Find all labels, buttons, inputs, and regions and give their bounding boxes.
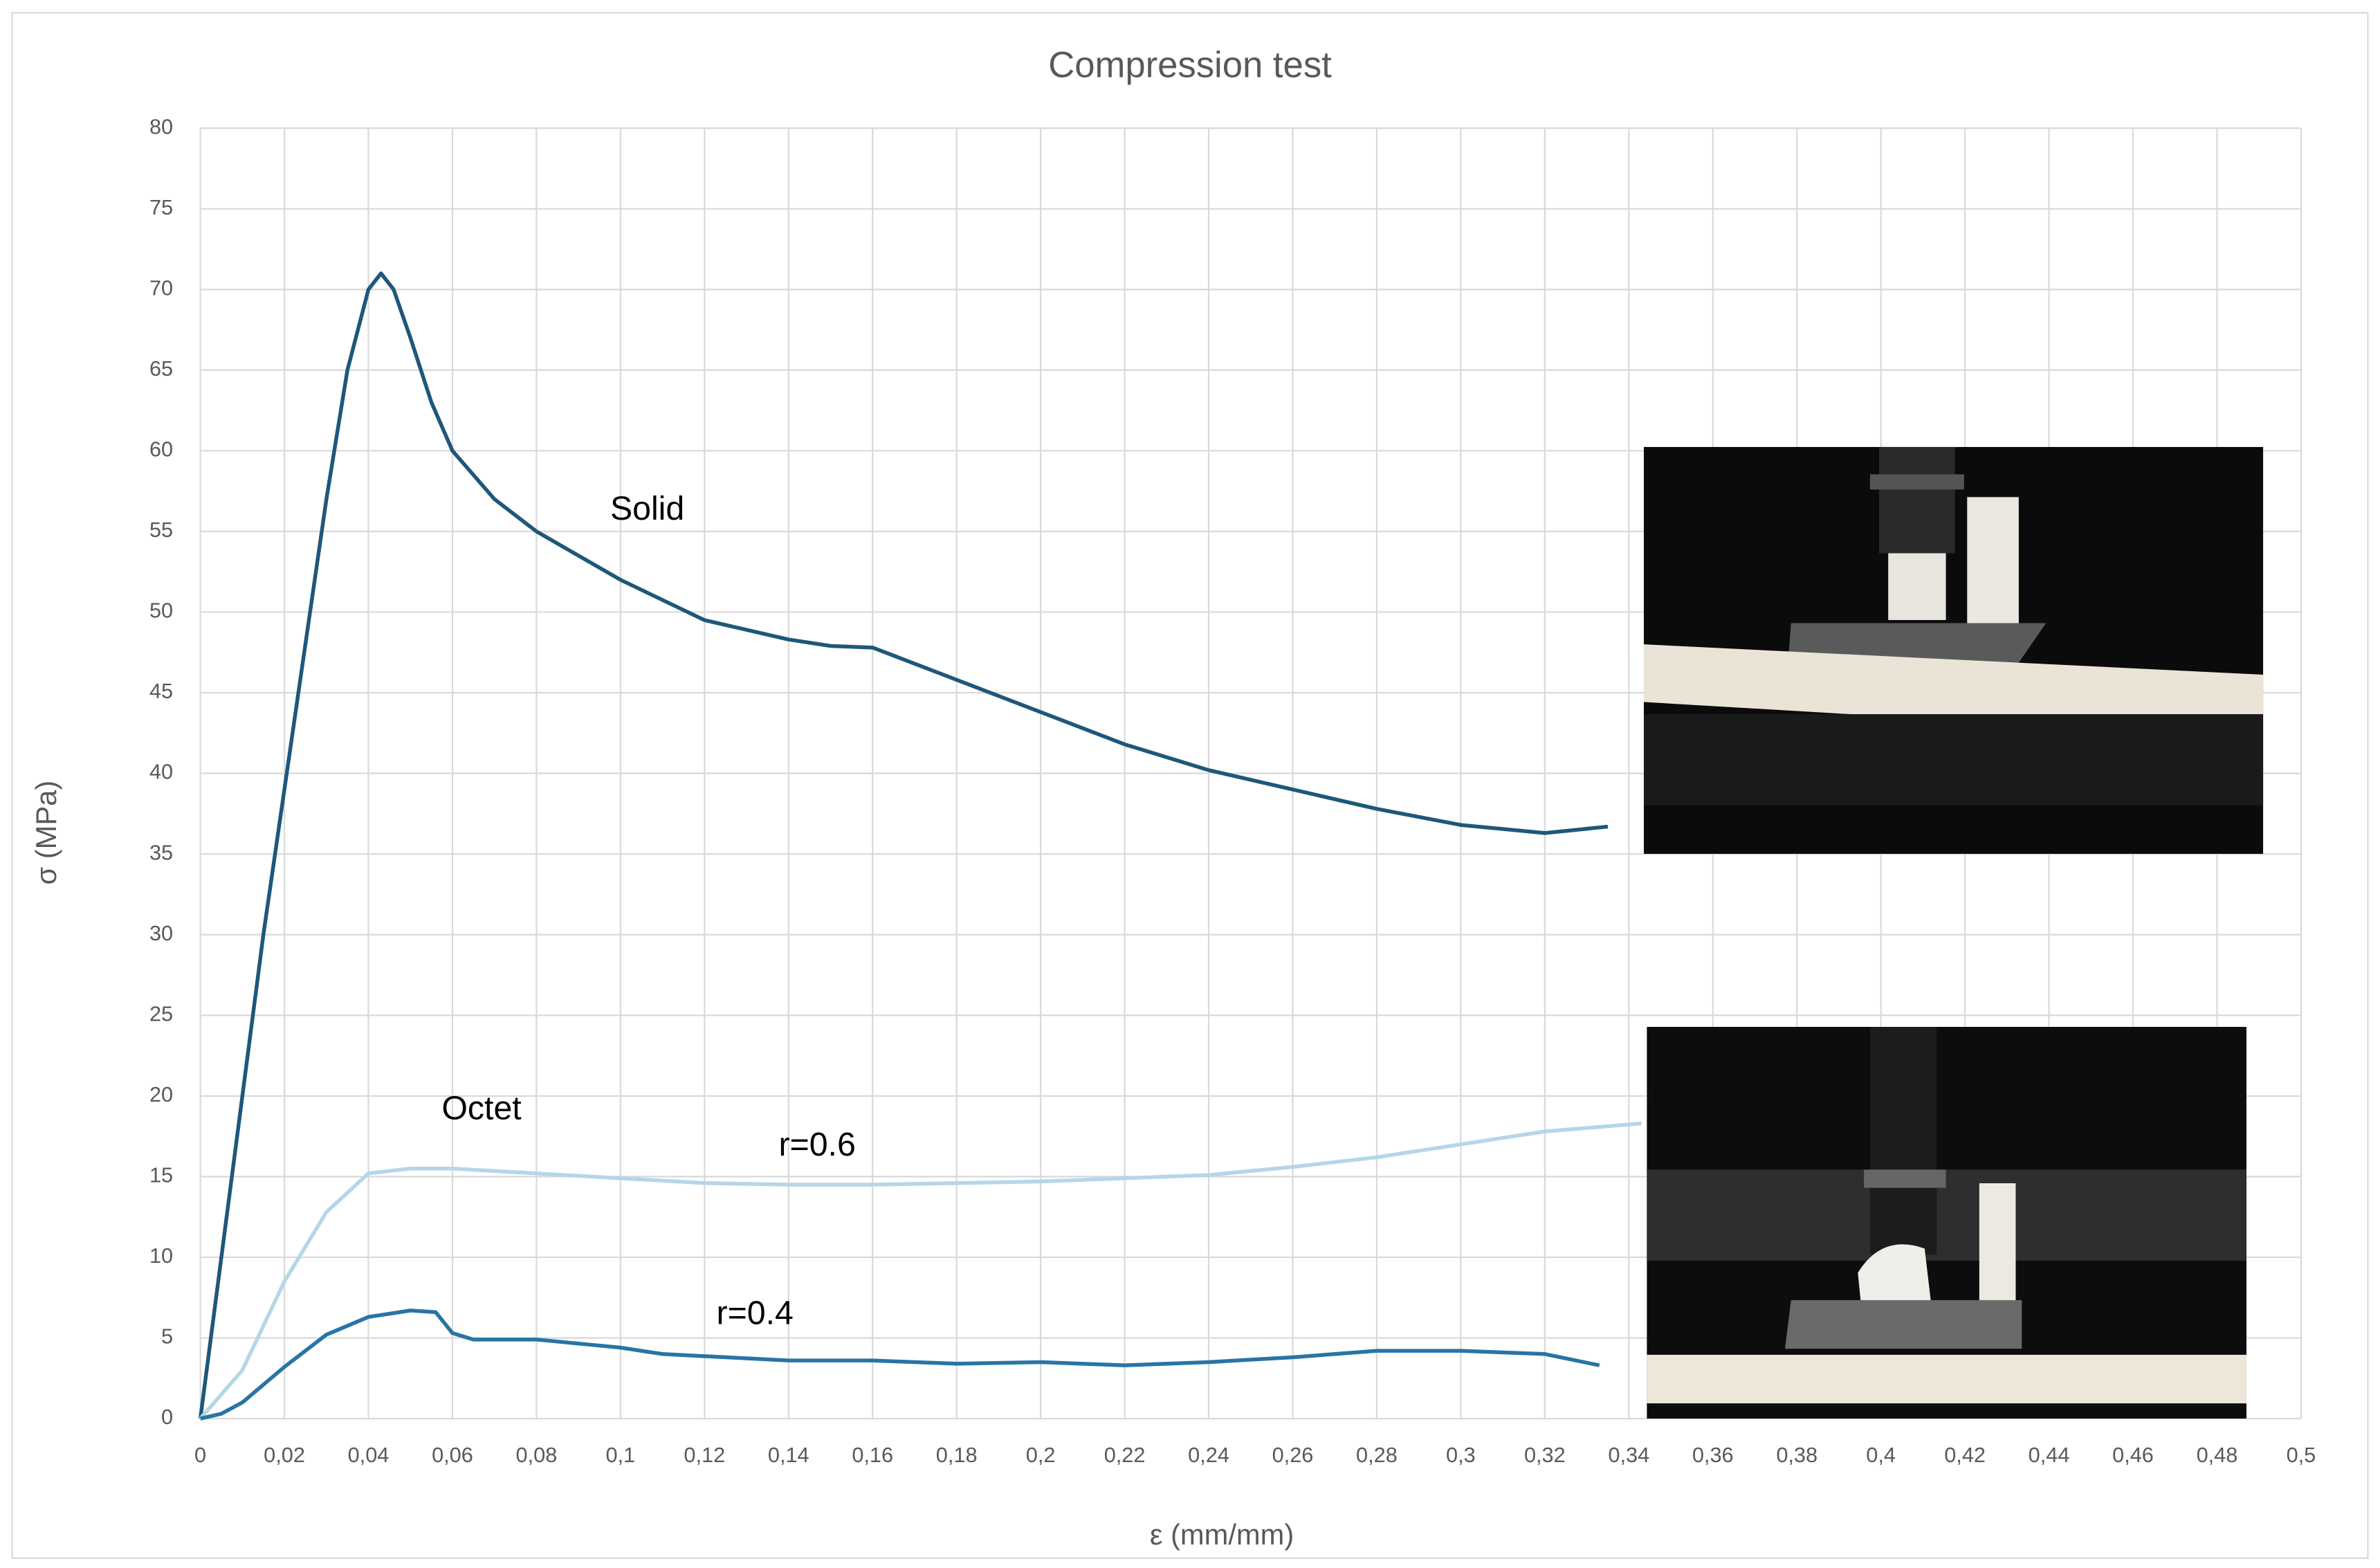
- y-tick-label: 60: [149, 437, 173, 462]
- y-tick-label: 10: [149, 1243, 173, 1268]
- x-tick-label: 0: [194, 1443, 206, 1467]
- x-tick-label: 0,34: [1608, 1443, 1649, 1467]
- y-tick-label: 75: [149, 195, 173, 219]
- y-tick-label: 20: [149, 1082, 173, 1106]
- x-tick-label: 0,46: [2112, 1443, 2154, 1467]
- x-tick-label: 0,44: [2029, 1443, 2070, 1467]
- x-tick-label: 0,24: [1188, 1443, 1229, 1467]
- series-line: [198, 271, 1609, 1419]
- y-tick-label: 50: [149, 599, 173, 623]
- x-tick-label: 0,4: [1866, 1443, 1896, 1467]
- x-tick-label: 0,38: [1776, 1443, 1818, 1467]
- x-tick-label: 0,1: [606, 1443, 636, 1467]
- annotation: Octet: [441, 1089, 522, 1127]
- series-line: [199, 1309, 1600, 1421]
- x-tick-label: 0,04: [348, 1443, 390, 1467]
- x-tick-label: 0,16: [852, 1443, 893, 1467]
- x-tick-label: 0,14: [768, 1443, 809, 1467]
- x-tick-label: 0,08: [516, 1443, 558, 1467]
- y-tick-label: 65: [149, 356, 173, 381]
- x-tick-label: 0,36: [1692, 1443, 1734, 1467]
- annotation: Solid: [610, 490, 684, 527]
- x-tick-label: 0,18: [936, 1443, 978, 1467]
- x-tick-label: 0,26: [1272, 1443, 1314, 1467]
- y-tick-label: 70: [149, 275, 173, 300]
- chart-title: Compression test: [1048, 44, 1332, 85]
- x-tick-label: 0,06: [432, 1443, 473, 1467]
- series-line: [199, 1121, 1642, 1420]
- annotations: Solid Octet r=0.6 r=0.4: [441, 490, 855, 1332]
- y-tick-label: 25: [149, 1001, 173, 1025]
- x-axis-label: ε (mm/mm): [1150, 1518, 1294, 1551]
- annotation: r=0.6: [778, 1126, 855, 1163]
- y-tick-label: 55: [149, 518, 173, 542]
- y-axis-label: σ (MPa): [30, 781, 62, 885]
- x-tick-label: 0,5: [2287, 1443, 2316, 1467]
- y-tick-label: 15: [149, 1163, 173, 1187]
- photo-octet: [1647, 1027, 2246, 1419]
- y-tick-label: 45: [149, 679, 173, 703]
- x-tick-label: 0,3: [1446, 1443, 1476, 1467]
- y-tick-label: 5: [161, 1324, 173, 1349]
- photo-solid: [1643, 446, 2264, 854]
- x-tick-label: 0,42: [1944, 1443, 1986, 1467]
- x-tick-label: 0,48: [2197, 1443, 2238, 1467]
- y-tick-label: 40: [149, 760, 173, 784]
- x-tick-label: 0,28: [1356, 1443, 1398, 1467]
- x-tick-label: 0,02: [264, 1443, 305, 1467]
- y-tick-label: 0: [161, 1405, 173, 1429]
- annotation: r=0.4: [717, 1295, 794, 1332]
- lines: [198, 271, 1642, 1421]
- y-tick-label: 35: [149, 840, 173, 864]
- y-tick-label: 30: [149, 921, 173, 945]
- x-tick-label: 0,32: [1524, 1443, 1566, 1467]
- x-tick-label: 0,12: [684, 1443, 725, 1467]
- x-tick-label: 0,22: [1104, 1443, 1146, 1467]
- y-tick-label: 80: [149, 114, 173, 138]
- x-tick-label: 0,2: [1026, 1443, 1056, 1467]
